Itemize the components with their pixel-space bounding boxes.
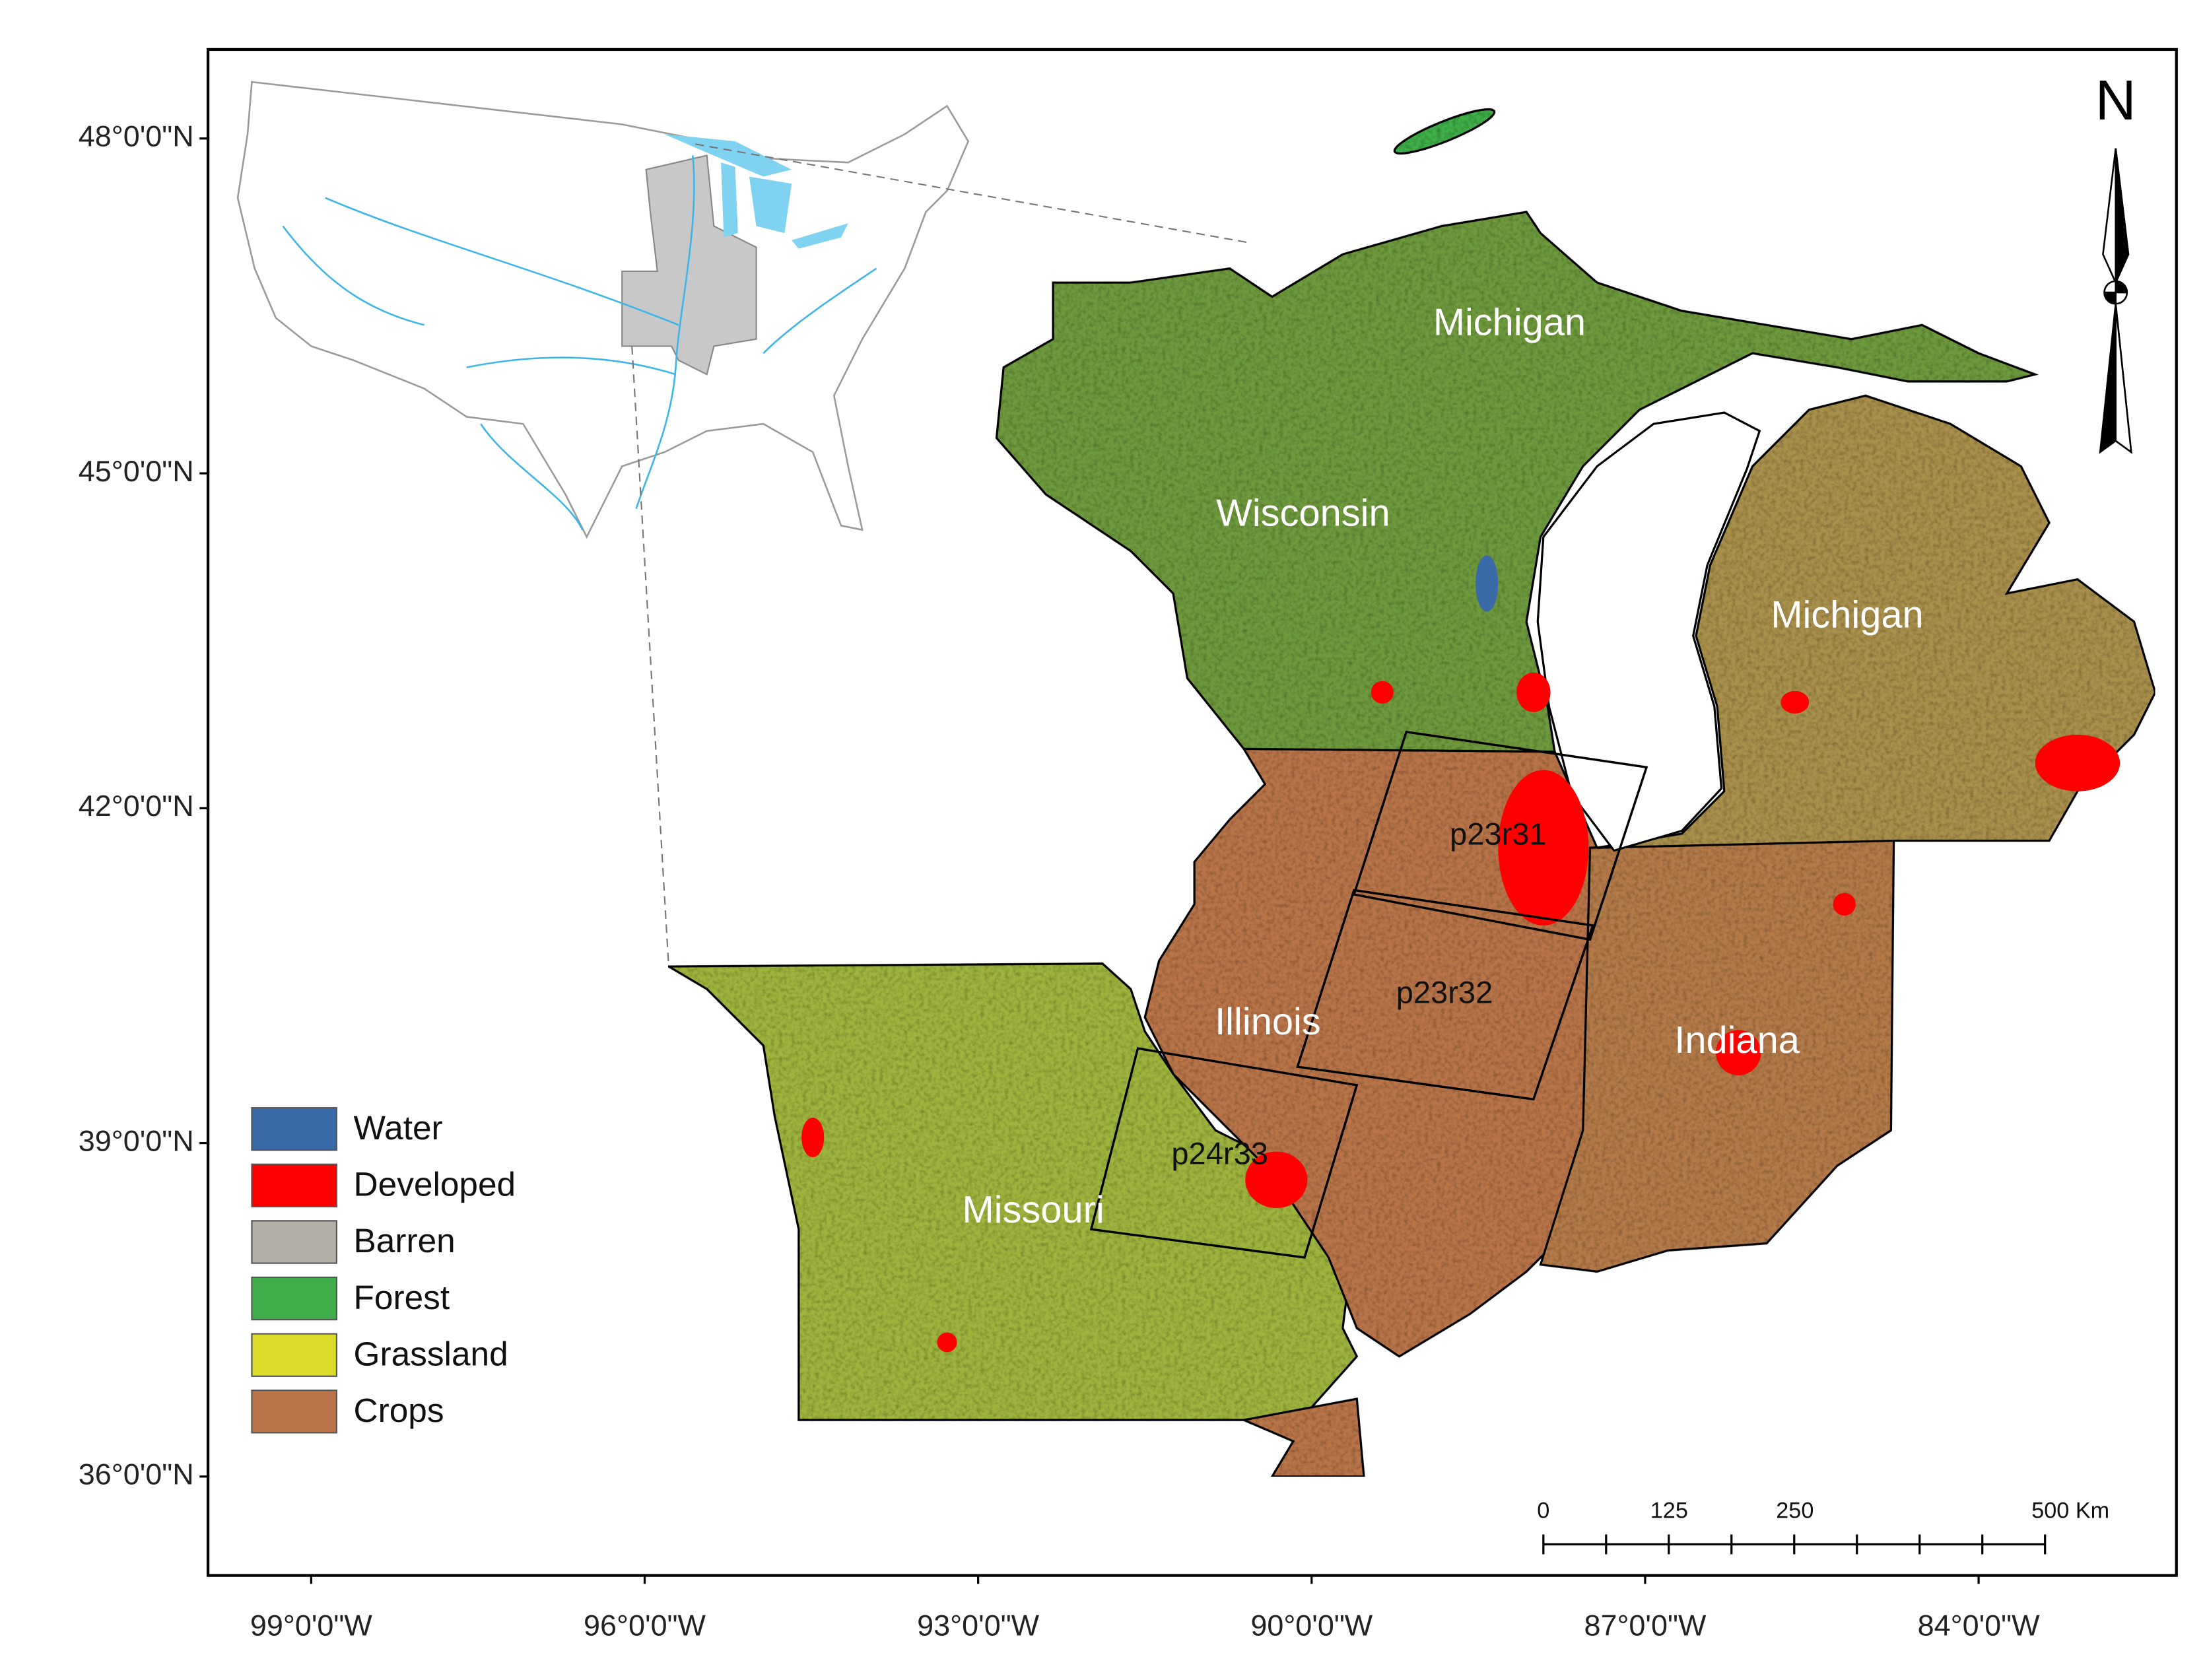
lon-label: 90°0'0"W — [1250, 1609, 1373, 1642]
scene-label: p24r33 — [1171, 1135, 1268, 1170]
inset-connectors — [631, 143, 1251, 967]
inset-region — [621, 154, 757, 376]
state-label: Michigan — [1771, 594, 1923, 636]
legend-swatch — [251, 1220, 337, 1264]
wisconsin-upper-michigan — [995, 211, 2039, 753]
lon-label: 84°0'0"W — [1918, 1609, 2040, 1642]
lon-label: 99°0'0"W — [250, 1609, 372, 1642]
legend-label: Water — [354, 1108, 443, 1147]
lat-label: 48°0'0"N — [79, 119, 194, 153]
scale-label: 500 Km — [2031, 1498, 2109, 1523]
legend-label: Barren — [354, 1221, 456, 1260]
legend-label: Crops — [354, 1391, 444, 1429]
rivers — [282, 155, 877, 531]
lat-label: 45°0'0"N — [79, 454, 194, 488]
lon-label: 93°0'0"W — [917, 1609, 1039, 1642]
lake-michigan — [1536, 411, 1761, 852]
urban-areas — [801, 672, 2120, 1353]
legend-swatch — [251, 1390, 337, 1434]
scale-bar — [1542, 1534, 2047, 1555]
legend-label: Grassland — [354, 1334, 508, 1372]
state-label: Missouri — [963, 1189, 1104, 1231]
lon-label: 87°0'0"W — [1584, 1609, 1706, 1642]
scene-label: p23r32 — [1396, 974, 1493, 1009]
scale-label: 0 — [1537, 1498, 1549, 1523]
legend-swatch — [251, 1107, 337, 1151]
north-arrow — [2099, 148, 2132, 454]
inset-map — [236, 81, 970, 539]
missouri-bootheel — [1240, 1397, 1365, 1478]
north-label: N — [2095, 69, 2136, 132]
state-label: Michigan — [1433, 302, 1586, 344]
isle-royale — [1393, 108, 1496, 155]
legend-swatch — [251, 1276, 337, 1321]
scene-label: p23r31 — [1450, 817, 1547, 852]
scene-footprints — [1089, 730, 1648, 1259]
lat-label: 36°0'0"N — [79, 1458, 194, 1491]
lake-winnebago — [1476, 555, 1499, 612]
state-label: Illinois — [1215, 1001, 1321, 1043]
lon-label: 96°0'0"W — [584, 1609, 706, 1642]
scale-label: 125 — [1650, 1498, 1688, 1523]
state-label: Indiana — [1674, 1019, 1800, 1061]
lat-label: 42°0'0"N — [79, 789, 194, 823]
legend-swatch — [251, 1163, 337, 1208]
legend-swatch — [251, 1333, 337, 1377]
legend-label: Developed — [354, 1165, 516, 1203]
legend-label: Forest — [354, 1278, 450, 1316]
lat-label: 39°0'0"N — [79, 1124, 194, 1158]
state-label: Wisconsin — [1216, 492, 1390, 535]
study-region — [665, 108, 2157, 1478]
scale-label: 250 — [1776, 1498, 1814, 1523]
